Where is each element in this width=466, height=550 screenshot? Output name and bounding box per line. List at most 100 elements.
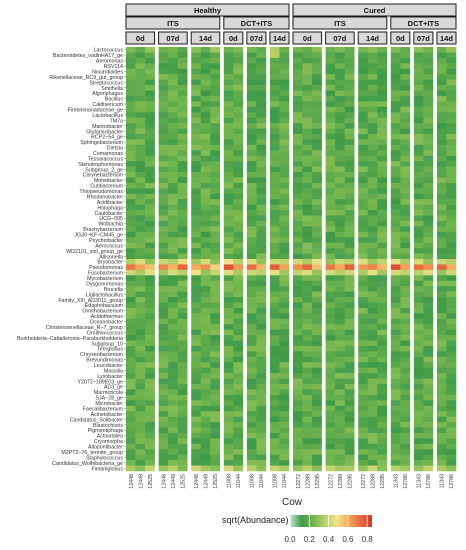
heatmap-cell xyxy=(325,95,336,102)
heatmap-cell xyxy=(293,150,303,157)
heatmap-cell xyxy=(413,150,424,157)
heatmap-cell xyxy=(158,345,169,352)
heatmap-cell xyxy=(168,264,178,271)
heatmap-cell xyxy=(344,172,355,178)
heatmap-cell xyxy=(135,422,146,428)
heatmap-cell xyxy=(436,318,447,325)
heatmap-cell xyxy=(191,172,202,178)
heatmap-cell xyxy=(126,117,136,124)
heatmap-cell xyxy=(446,85,457,91)
heatmap-cell xyxy=(223,291,234,298)
heatmap-cell xyxy=(367,411,378,417)
heatmap-cell xyxy=(269,454,280,461)
heatmap-cell xyxy=(325,128,336,135)
heatmap-cell xyxy=(256,351,267,358)
heatmap-cell xyxy=(446,329,457,336)
heatmap-cell xyxy=(335,329,345,336)
heatmap-cell xyxy=(135,133,146,140)
heatmap-cell xyxy=(145,237,155,243)
heatmap-cell xyxy=(246,85,257,91)
timepoint-strip-box xyxy=(413,31,434,45)
heatmap-cell xyxy=(158,57,169,64)
heatmap-cell xyxy=(210,291,221,298)
heatmap-cell xyxy=(293,259,303,265)
heatmap-cell xyxy=(269,405,280,412)
heatmap-cell xyxy=(293,106,303,113)
heatmap-cell xyxy=(325,378,336,385)
heatmap-cell xyxy=(312,416,322,423)
heatmap-cell xyxy=(191,144,202,151)
heatmap-cell xyxy=(145,427,155,434)
heatmap-cell xyxy=(358,378,369,385)
heatmap-cell xyxy=(423,128,434,135)
heatmap-cell xyxy=(158,465,169,472)
heatmap-cell xyxy=(293,345,303,352)
heatmap-cell xyxy=(325,302,336,309)
heatmap-cell xyxy=(446,400,457,407)
heatmap-cell xyxy=(145,155,155,162)
heatmap-cell xyxy=(367,220,378,227)
heatmap-cell xyxy=(269,199,280,205)
heatmap-cell xyxy=(423,378,434,385)
heatmap-cell xyxy=(210,52,221,59)
heatmap-cell xyxy=(246,237,257,243)
heatmap-cell xyxy=(358,405,369,412)
heatmap-cell xyxy=(335,204,345,211)
heatmap-cell xyxy=(344,269,355,276)
heatmap-cell xyxy=(126,150,136,157)
heatmap-cell xyxy=(200,220,211,227)
timepoint-strip: 07d xyxy=(413,31,434,45)
heatmap-cell xyxy=(269,400,280,407)
heatmap-cell xyxy=(223,204,234,211)
row-label: Massilia xyxy=(104,368,123,374)
heatmap-cell xyxy=(126,427,136,434)
heatmap-cell xyxy=(436,182,447,189)
heatmap-cell xyxy=(436,329,447,336)
heatmap-cell xyxy=(302,57,313,64)
heatmap-cell xyxy=(367,394,378,401)
heatmap-cell xyxy=(325,329,336,336)
heatmap-cell xyxy=(168,460,178,466)
heatmap-cell xyxy=(293,460,303,466)
heatmap-cell xyxy=(126,248,136,254)
heatmap-cell xyxy=(446,432,457,439)
heatmap-cell xyxy=(423,345,434,352)
heatmap-cell xyxy=(135,394,146,401)
heatmap-cell xyxy=(413,307,424,314)
heatmap-cell xyxy=(390,199,401,205)
heatmap-cell xyxy=(135,63,146,70)
heatmap-cell xyxy=(177,106,188,113)
heatmap-cell xyxy=(126,264,136,271)
heatmap-cell xyxy=(269,318,280,325)
heatmap-cell xyxy=(168,345,178,352)
heatmap-cell xyxy=(335,345,345,352)
heatmap-cell xyxy=(200,215,211,222)
row-label: M2PT2−76_termite_group xyxy=(61,450,123,456)
heatmap-cell xyxy=(158,188,169,195)
heatmap-cell xyxy=(344,90,355,97)
column-label: 12289 xyxy=(338,474,344,489)
heatmap-cell xyxy=(135,400,146,407)
heatmap-cell xyxy=(200,465,211,472)
heatmap-cell xyxy=(436,199,447,205)
heatmap-cell xyxy=(377,394,388,401)
heatmap-cell xyxy=(423,394,434,401)
heatmap-cell xyxy=(177,52,188,59)
heatmap-cell xyxy=(126,90,136,97)
heatmap-cell xyxy=(358,362,369,369)
heatmap-cell xyxy=(223,150,234,157)
heatmap-cell xyxy=(436,443,447,450)
heatmap-cell xyxy=(168,400,178,407)
heatmap-cell xyxy=(168,177,178,184)
heatmap-cell xyxy=(325,139,336,146)
column-label: 12786 xyxy=(426,474,432,489)
heatmap-cell xyxy=(413,422,424,428)
heatmap-cell xyxy=(293,264,303,271)
heatmap-cell xyxy=(377,210,388,216)
heatmap-cell xyxy=(233,373,244,379)
heatmap-cell xyxy=(436,139,447,146)
heatmap-cell xyxy=(413,242,424,249)
heatmap-cell xyxy=(233,449,244,455)
heatmap-cell xyxy=(344,79,355,86)
heatmap-cell xyxy=(377,117,388,124)
